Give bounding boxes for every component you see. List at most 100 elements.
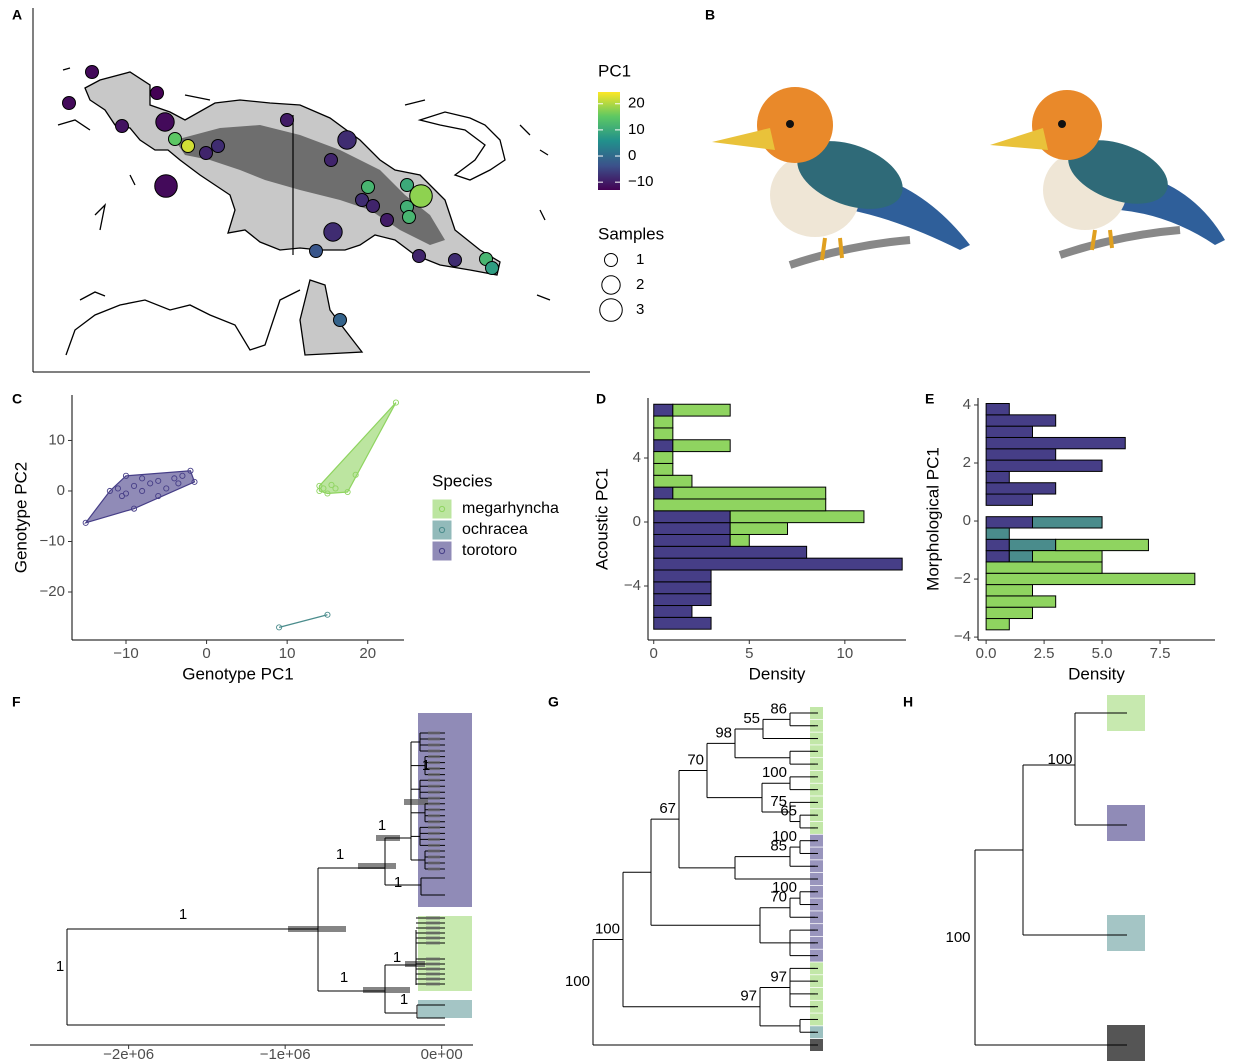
map-point — [182, 140, 195, 153]
y-tick-label: −10 — [40, 532, 65, 549]
x-axis-title: Genotype PC1 — [182, 664, 294, 683]
y-tick-label: 0 — [633, 513, 641, 530]
bar — [654, 452, 673, 464]
map-point — [212, 140, 225, 153]
y-tick-label: −20 — [40, 583, 65, 600]
bar — [654, 404, 673, 416]
legend-key — [432, 499, 452, 519]
bird — [712, 87, 970, 265]
bar — [654, 416, 673, 428]
panel-label: E — [925, 391, 934, 407]
x-tick-label: 20 — [359, 645, 376, 662]
bar — [654, 558, 902, 570]
map-point — [281, 114, 294, 127]
bar — [986, 483, 1056, 494]
figure: PC1 Samples A B C D E F G H — [0, 0, 1241, 1062]
support-label: 1 — [336, 846, 344, 863]
support-label: 86 — [770, 700, 787, 717]
map-point — [381, 214, 394, 227]
bar — [654, 594, 711, 606]
colorbar-label: 20 — [628, 95, 645, 112]
x-tick-label: 0 — [650, 645, 658, 662]
panel-label: C — [12, 391, 22, 407]
colorbar-label: −10 — [628, 173, 653, 190]
map-point — [449, 254, 462, 267]
map-point — [169, 133, 182, 146]
map-point — [413, 250, 426, 263]
hull — [86, 471, 195, 523]
support-label: 1 — [400, 991, 408, 1008]
y-tick-label: 0 — [57, 482, 65, 499]
beak — [990, 128, 1048, 150]
support-label: 100 — [565, 973, 590, 990]
panel-label: A — [12, 7, 22, 23]
support-label: 100 — [945, 929, 970, 946]
support-label: 1 — [56, 958, 64, 975]
support-label: 1 — [422, 757, 430, 774]
bar — [654, 570, 711, 582]
map-point — [334, 314, 347, 327]
support-label: 75 — [770, 793, 787, 810]
clade-box — [418, 1000, 472, 1018]
size-legend-key — [600, 299, 623, 322]
legend-title: Species — [432, 471, 492, 490]
bird — [990, 90, 1225, 255]
bar — [654, 511, 730, 523]
support-label: 85 — [770, 838, 787, 855]
bar — [654, 475, 692, 487]
bar — [730, 511, 864, 523]
support-label: 100 — [762, 764, 787, 781]
support-label: 100 — [595, 920, 620, 937]
size-legend-label: 2 — [636, 276, 644, 293]
x-tick-label: 5 — [745, 645, 753, 662]
colorbar-label: 0 — [628, 147, 636, 164]
colorbar — [598, 92, 620, 190]
support-label: 67 — [659, 800, 676, 817]
eye — [786, 120, 794, 128]
bar — [654, 546, 807, 558]
support-label: 55 — [743, 710, 760, 727]
bar — [654, 487, 673, 499]
eye — [1058, 120, 1066, 128]
support-label: 1 — [393, 949, 401, 966]
map-point — [156, 113, 174, 131]
legend-label: megarhyncha — [462, 500, 559, 517]
colorbar-label: 10 — [628, 121, 645, 138]
bar — [986, 415, 1056, 426]
y-tick-label: −2 — [954, 570, 971, 587]
bar — [986, 596, 1056, 607]
map-point — [325, 154, 338, 167]
legend-key — [432, 541, 452, 561]
x-tick-label: 2.5 — [1034, 645, 1055, 662]
legend-label: ochracea — [462, 521, 528, 538]
map: PC1 Samples — [33, 8, 664, 372]
bar — [986, 528, 1009, 539]
panel-label: G — [548, 694, 559, 710]
map-point — [403, 211, 416, 224]
bar — [673, 440, 730, 452]
bar — [654, 606, 692, 618]
bar — [730, 523, 787, 535]
legend-label: torotoro — [462, 542, 517, 559]
bar — [986, 539, 1009, 550]
tip-box — [1107, 1025, 1145, 1061]
support-label: 100 — [1047, 751, 1072, 768]
y-axis-title: Morphological PC1 — [923, 447, 942, 591]
y-tick-label: 4 — [963, 396, 971, 413]
support-label: 70 — [687, 751, 704, 768]
y-axis-title: Genotype PC2 — [11, 462, 30, 574]
bar — [654, 463, 673, 475]
branch — [1060, 230, 1180, 255]
map-point — [338, 131, 356, 149]
map-point — [324, 223, 342, 241]
support-label: 1 — [179, 906, 187, 923]
bar — [1032, 517, 1102, 528]
bird-illustrations — [712, 87, 1225, 265]
bar — [986, 404, 1009, 415]
new-britain — [420, 112, 505, 180]
bar — [986, 517, 1032, 528]
y-tick-label: 4 — [633, 449, 641, 466]
size-legend-key — [605, 254, 618, 267]
size-legend-key — [602, 276, 620, 294]
coast — [80, 292, 105, 300]
